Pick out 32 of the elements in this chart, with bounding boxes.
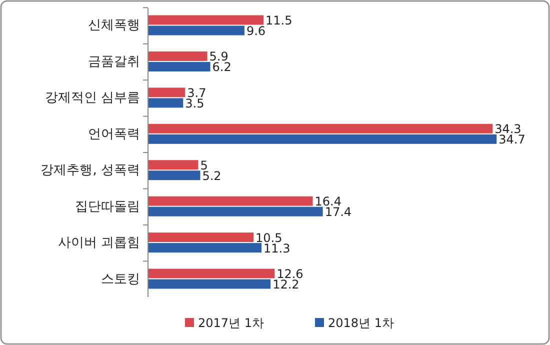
bar bbox=[148, 26, 244, 36]
bar bbox=[148, 279, 271, 289]
y-tick-label: 금품갈취 bbox=[88, 54, 140, 70]
bar bbox=[148, 88, 186, 98]
data-label: 34.7 bbox=[498, 132, 526, 147]
bar bbox=[148, 160, 198, 170]
data-label: 9.6 bbox=[246, 24, 266, 38]
bar bbox=[148, 196, 313, 206]
bar bbox=[148, 62, 210, 72]
data-label: 11.5 bbox=[266, 13, 292, 28]
data-label: 6.2 bbox=[212, 60, 232, 74]
legend-label: 2017년 1차 bbox=[198, 316, 264, 330]
bar bbox=[148, 98, 184, 108]
y-tick-label: 집단따돌림 bbox=[75, 199, 140, 214]
bar bbox=[148, 170, 200, 180]
y-tick-label: 강제추행, 성폭력 bbox=[40, 163, 140, 178]
data-label: 12.2 bbox=[272, 278, 300, 292]
bar bbox=[148, 232, 254, 242]
bar bbox=[148, 243, 262, 253]
bar bbox=[148, 124, 493, 134]
bar bbox=[148, 15, 264, 25]
data-label: 17.4 bbox=[324, 205, 352, 220]
bar bbox=[148, 134, 497, 144]
bar bbox=[148, 51, 208, 61]
y-tick-label: 사이버 괴롭힘 bbox=[58, 236, 140, 251]
bar bbox=[148, 206, 323, 216]
y-tick-label: 신체폭행 bbox=[88, 18, 140, 34]
y-tick-label: 강제적인 심부름 bbox=[44, 90, 140, 106]
legend-label: 2018년 1차 bbox=[328, 316, 394, 330]
bar bbox=[148, 268, 275, 278]
y-tick-label: 스토킹 bbox=[101, 272, 140, 287]
y-tick-label: 언어폭력 bbox=[88, 126, 140, 142]
